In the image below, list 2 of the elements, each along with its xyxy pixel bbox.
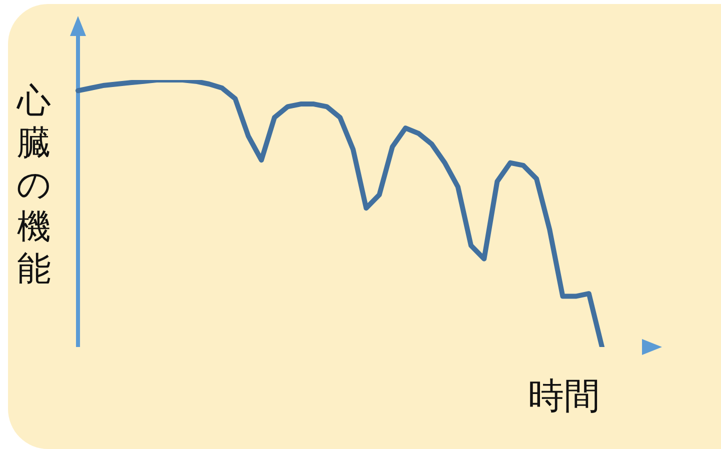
- y-axis-title: 心臓の機能: [16, 80, 52, 290]
- x-axis-title: 時間: [528, 375, 600, 419]
